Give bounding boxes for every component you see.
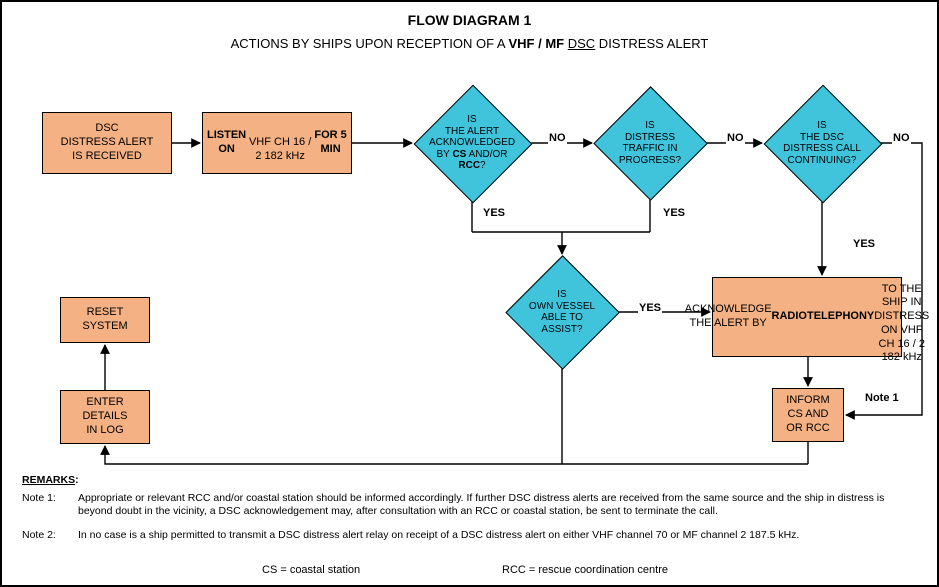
decision-own-vessel-assist: ISOWN VESSELABLE TOASSIST? (506, 256, 618, 368)
edge-label-yes-3: YES (852, 238, 876, 250)
legend-rcc: RCC = rescue coordination centre (502, 564, 668, 576)
subtitle-suffix: DISTRESS ALERT (595, 36, 708, 51)
page-title: FLOW DIAGRAM 1 (2, 12, 937, 28)
subtitle-prefix: ACTIONS BY SHIPS UPON RECEPTION OF A (231, 36, 509, 51)
edge-label-no-2: NO (726, 132, 745, 144)
edge-label-no-1: NO (548, 132, 567, 144)
edge-label-note1: Note 1 (864, 392, 900, 404)
decision-acknowledged: ISTHE ALERTACKNOWLEDGEDBY CS AND/ORRCC? (414, 85, 530, 201)
note-2-key: Note 2: (22, 529, 78, 543)
legend-cs: CS = coastal station (262, 564, 360, 576)
node-enter-log: ENTERDETAILSIN LOG (60, 390, 150, 444)
node-dsc-received: DSCDISTRESS ALERTIS RECEIVED (42, 112, 172, 174)
node-inform-cs-rcc: INFORMCS ANDOR RCC (772, 388, 844, 442)
edge-label-yes-1: YES (482, 207, 506, 219)
remarks-header: REMARKS (22, 474, 75, 486)
subtitle-underline: DSC (568, 36, 595, 51)
note-1: Note 1: Appropriate or relevant RCC and/… (22, 492, 917, 519)
edge-label-no-3: NO (892, 132, 911, 144)
decision-call-continuing: ISTHE DSCDISTRESS CALLCONTINUING? (764, 85, 880, 201)
note-2-text: In no case is a ship permitted to transm… (78, 529, 917, 543)
edge-label-yes-4: YES (638, 302, 662, 314)
decision-traffic-in-progress: ISDISTRESSTRAFFIC INPROGRESS? (594, 87, 706, 199)
remarks-block: REMARKS: Note 1: Appropriate or relevant… (22, 474, 917, 543)
node-reset-system: RESETSYSTEM (60, 297, 150, 343)
page-subtitle: ACTIONS BY SHIPS UPON RECEPTION OF A VHF… (2, 36, 937, 51)
edge-label-yes-2: YES (662, 207, 686, 219)
flow-diagram-page: FLOW DIAGRAM 1 ACTIONS BY SHIPS UPON REC… (0, 0, 939, 587)
node-listen: LISTEN ONVHF CH 16 / 2 182 kHzFOR 5 MIN (202, 112, 352, 174)
subtitle-bold: VHF / MF (509, 36, 565, 51)
note-2: Note 2: In no case is a ship permitted t… (22, 529, 917, 543)
note-1-text: Appropriate or relevant RCC and/or coast… (78, 492, 917, 519)
node-acknowledge-rt: ACKNOWLEDGETHE ALERT BYRADIOTELEPHONYTO … (712, 277, 902, 357)
note-1-key: Note 1: (22, 492, 78, 519)
